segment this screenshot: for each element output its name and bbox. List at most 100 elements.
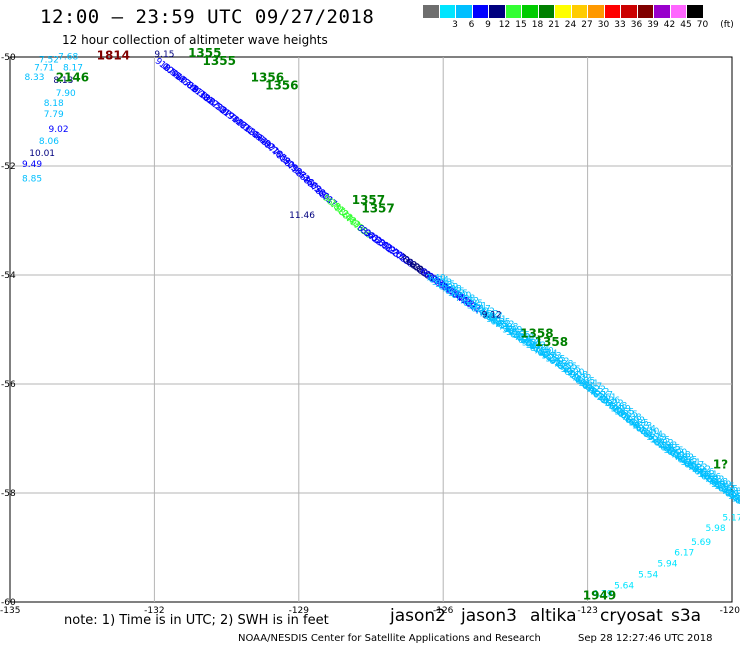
- track-mark: 6.00: [451, 291, 471, 301]
- color-scale-swatch: [686, 5, 703, 18]
- track-mark: 6.74: [538, 349, 558, 359]
- track-mark: 5.65: [715, 482, 735, 492]
- legend-jason2: jason2: [390, 606, 446, 626]
- track-mark: 5.61: [467, 302, 487, 312]
- track-mark: 6.92: [725, 489, 740, 499]
- longitude-tick-label: -135: [0, 606, 20, 616]
- track-value: 9.12: [482, 311, 502, 321]
- track-mark: 7.22: [691, 465, 711, 475]
- track-mark: 7.08: [455, 294, 475, 304]
- color-scale-swatch: [537, 5, 554, 18]
- track-mark: 5.85: [545, 354, 565, 364]
- track-mark: 6.35: [677, 456, 697, 466]
- track-mark: 7.40: [426, 273, 446, 283]
- color-scale-label: 70: [696, 20, 709, 30]
- color-scale-label: 15: [515, 20, 527, 30]
- color-scale-label: 12: [498, 20, 511, 30]
- track-mark: 6.74: [429, 276, 449, 286]
- lower-track-value: 5.94: [657, 560, 677, 570]
- latitude-tick-label: -60: [1, 598, 16, 608]
- track-mark: 6.92: [438, 282, 458, 292]
- color-scale-label: 21: [548, 20, 560, 30]
- left-track-value: 8.85: [22, 174, 42, 184]
- color-scale-swatch: [620, 5, 637, 18]
- left-track-value: 8.18: [44, 99, 64, 109]
- color-scale-label: 36: [630, 20, 643, 30]
- color-scale-swatch: [471, 5, 488, 18]
- color-scale-swatch: [636, 5, 653, 18]
- color-scale-swatch: [603, 5, 620, 18]
- track-mark: 5.61: [487, 315, 507, 325]
- track-mark: 5.65: [448, 289, 468, 299]
- color-scale-label: 24: [564, 20, 577, 30]
- pass-time-label: 1356: [265, 79, 298, 93]
- color-scale-swatch: [653, 5, 670, 18]
- track-mark: 7.38: [442, 285, 462, 295]
- pass-time-label: 1355: [188, 46, 221, 60]
- track-mark: 5.61: [698, 470, 718, 480]
- latitude-tick-label: -50: [1, 53, 16, 63]
- track-mark: 7.38: [657, 441, 677, 451]
- track-mark: 5.65: [664, 446, 684, 456]
- track-mark: 7.22: [479, 310, 499, 320]
- pass-time-label: 2146: [56, 71, 89, 85]
- longitude-tick-label: -132: [144, 606, 164, 616]
- left-track-value: 7.71: [34, 64, 54, 74]
- page-title: 12:00 – 23:59 UTC 09/27/2018: [40, 6, 375, 28]
- track-mark: 5.85: [522, 338, 542, 348]
- lower-track-value: 5.64: [614, 581, 634, 591]
- color-scale-labels: 3 6 9 12 15 18 21 24 27 30 33 36 39 42 45 70 (ft): [422, 18, 740, 32]
- track-mark: 7.32: [494, 320, 514, 330]
- color-scale-swatch: [669, 5, 686, 18]
- color-scale-label: 30: [597, 20, 610, 30]
- color-scale-boxes: [422, 5, 740, 18]
- left-track-value: 9.49: [22, 160, 42, 170]
- color-scale-label: 45: [680, 20, 692, 30]
- longitude-tick-label: -129: [289, 606, 310, 616]
- track-mark: 7.08: [671, 451, 691, 461]
- color-scale-label: 42: [663, 20, 676, 30]
- track-mark: 6.17: [684, 460, 704, 470]
- track-mark: 6.92: [549, 357, 569, 367]
- color-scale-swatch: [587, 5, 604, 18]
- latitude-tick-label: -58: [1, 489, 16, 499]
- track-mark: 5.85: [435, 280, 455, 290]
- track-mark: 5.85: [728, 492, 740, 502]
- track-mark: 7.08: [568, 371, 588, 381]
- track-mark: 6.16: [694, 468, 714, 478]
- color-scale-label: 27: [581, 20, 593, 30]
- pass-time-label: 1358: [520, 327, 553, 341]
- left-track-value: 8.33: [24, 73, 44, 83]
- color-scale-swatch: [488, 5, 505, 18]
- track-mark: 5.61: [579, 379, 599, 389]
- lower-track-value: 5.17: [722, 513, 740, 523]
- track-mark: 7.22: [589, 388, 609, 398]
- track-mark: 6.17: [593, 390, 613, 400]
- color-scale-label: 9: [485, 20, 491, 30]
- track-mark: 7.38: [553, 360, 573, 370]
- track-mark: 5.73: [542, 352, 562, 362]
- left-track-value: 7.52: [39, 55, 59, 65]
- track-mark: 6.55: [557, 362, 577, 372]
- track-mark: 5.85: [629, 419, 649, 429]
- color-scale-legend: 3 6 9 12 15 18 21 24 27 30 33 36 39 42 45 70 (ft): [422, 5, 740, 39]
- track-mark: 7.32: [604, 399, 624, 409]
- color-scale-swatch: [554, 5, 571, 18]
- pass-time-label: 1357: [352, 193, 385, 207]
- track-mark: 5.73: [432, 278, 452, 288]
- track-mark: 7.40: [738, 499, 740, 509]
- track-mark: 6.55: [510, 331, 530, 341]
- track-mark: 6.35: [463, 299, 483, 309]
- track-mark: 5.65: [561, 365, 581, 375]
- track-mark: 5.65: [614, 407, 634, 417]
- track-mark: 7.08: [607, 402, 627, 412]
- left-track-value: 9.02: [49, 125, 69, 135]
- track-mark: 6.88: [730, 492, 740, 512]
- track-mark: 6.92: [518, 336, 538, 346]
- color-scale-swatch: [521, 5, 538, 18]
- left-track-value: 7.79: [44, 110, 64, 120]
- track-mark: 7.40: [534, 346, 554, 356]
- color-scale-unit: (ft): [720, 20, 734, 30]
- track-mark: 6.17: [471, 304, 491, 314]
